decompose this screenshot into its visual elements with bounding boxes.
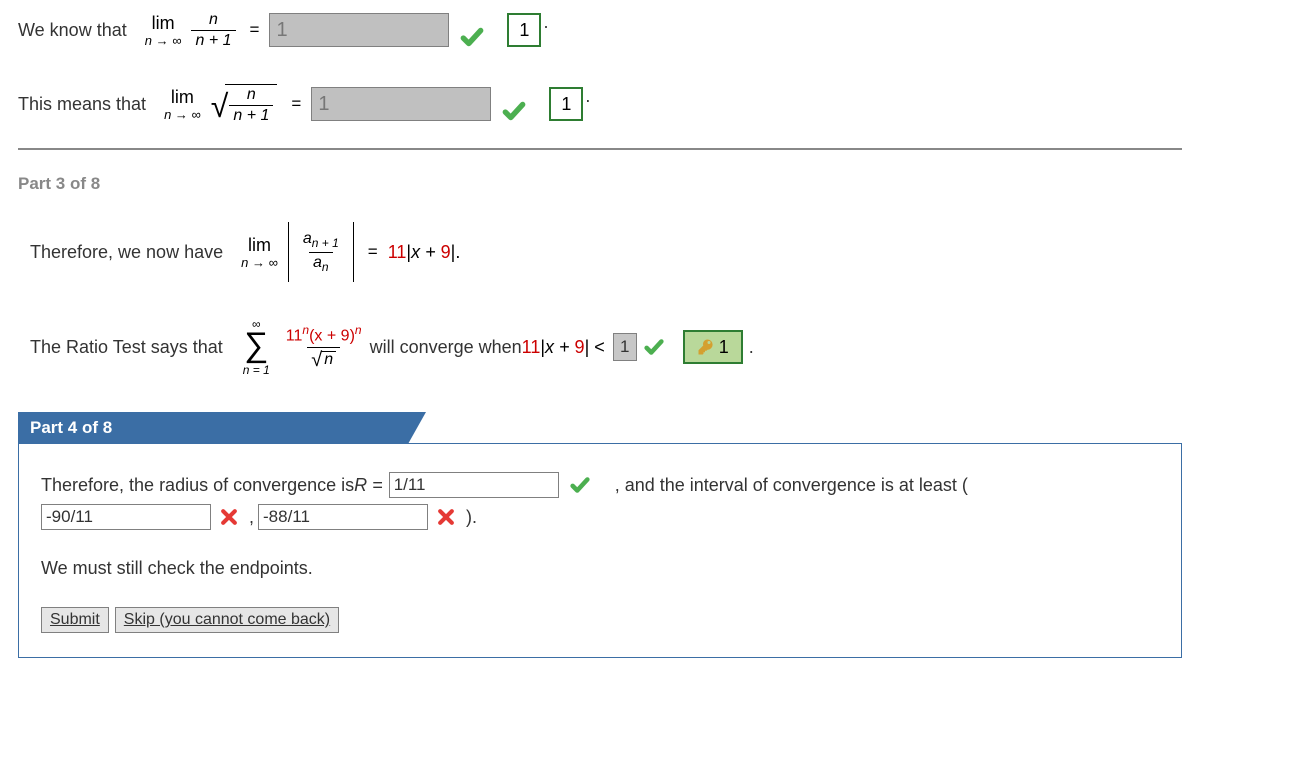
row1-equals: = bbox=[250, 20, 260, 40]
row1-period: . bbox=[543, 12, 548, 33]
divider bbox=[18, 148, 1182, 150]
p4-R: R = bbox=[354, 475, 383, 496]
part4-box: Therefore, the radius of convergence is … bbox=[18, 443, 1182, 658]
p4-comma: , bbox=[249, 507, 254, 528]
part3-lim: lim n → ∞ bbox=[241, 236, 278, 269]
cross-icon bbox=[219, 507, 239, 527]
row-1: We know that lim n → ∞ n n + 1 = 1 1 . bbox=[18, 10, 1297, 50]
row2-prefix: This means that bbox=[18, 94, 146, 115]
row2-lim: lim n → ∞ bbox=[164, 88, 201, 121]
row1-lim: lim n → ∞ bbox=[145, 14, 182, 47]
row2-sqrt: √ n n + 1 bbox=[211, 84, 278, 124]
part3-result: 11|x + 9|. bbox=[388, 242, 461, 263]
condition: 11|x + 9| < bbox=[522, 337, 605, 358]
part3-label: Part 3 of 8 bbox=[18, 174, 1297, 194]
row1-input[interactable]: 1 bbox=[269, 13, 449, 47]
part4-line1: Therefore, the radius of convergence is … bbox=[41, 472, 1163, 498]
key-answer-box: 1 bbox=[683, 330, 743, 364]
p4-endpoints-text: We must still check the endpoints. bbox=[41, 558, 313, 579]
interval-right-input[interactable] bbox=[258, 504, 428, 530]
part3-abs-frac: an + 1 an bbox=[288, 222, 354, 282]
check-icon bbox=[643, 336, 665, 358]
part3-equals: = bbox=[368, 242, 378, 262]
skip-button[interactable]: Skip (you cannot come back) bbox=[115, 607, 339, 633]
row-2: This means that lim n → ∞ √ n n + 1 = 1 … bbox=[18, 84, 1297, 124]
row1-frac: n n + 1 bbox=[191, 12, 235, 49]
part3-line2: The Ratio Test says that ∞ ∑ n = 1 11n(x… bbox=[30, 318, 1297, 376]
part4-tab: Part 4 of 8 bbox=[18, 412, 408, 444]
part3-l2-prefix: The Ratio Test says that bbox=[30, 337, 223, 358]
part3-l2-mid: will converge when bbox=[370, 337, 522, 358]
interval-left-input[interactable] bbox=[41, 504, 211, 530]
row1-answerbox: 1 bbox=[507, 13, 541, 47]
cross-icon bbox=[436, 507, 456, 527]
row2-period: . bbox=[585, 86, 590, 107]
part3-end-period: . bbox=[749, 337, 754, 358]
part3-l1-prefix: Therefore, we now have bbox=[30, 242, 223, 263]
check-icon bbox=[501, 84, 527, 124]
sigma: ∞ ∑ n = 1 bbox=[243, 318, 270, 376]
row2-equals: = bbox=[291, 94, 301, 114]
row2-input[interactable]: 1 bbox=[311, 87, 491, 121]
key-icon bbox=[697, 338, 715, 356]
p4-text2: , and the interval of convergence is at … bbox=[615, 475, 968, 496]
series-frac: 11n(x + 9)n √n bbox=[282, 324, 366, 369]
submit-button[interactable]: Submit bbox=[41, 607, 109, 633]
part4-line1b: , ). bbox=[41, 504, 1163, 530]
radius-input[interactable] bbox=[389, 472, 559, 498]
row1-prefix: We know that bbox=[18, 20, 127, 41]
p4-text1: Therefore, the radius of convergence is bbox=[41, 475, 354, 496]
check-icon bbox=[459, 10, 485, 50]
part4-line2: We must still check the endpoints. bbox=[41, 558, 1163, 579]
part4-buttons: Submit Skip (you cannot come back) bbox=[41, 607, 1163, 633]
row2-answerbox: 1 bbox=[549, 87, 583, 121]
p4-closing: ). bbox=[466, 507, 477, 528]
check-icon bbox=[569, 474, 591, 496]
part3-line1: Therefore, we now have lim n → ∞ an + 1 … bbox=[30, 222, 1297, 282]
part3-small-input[interactable]: 1 bbox=[613, 333, 637, 361]
